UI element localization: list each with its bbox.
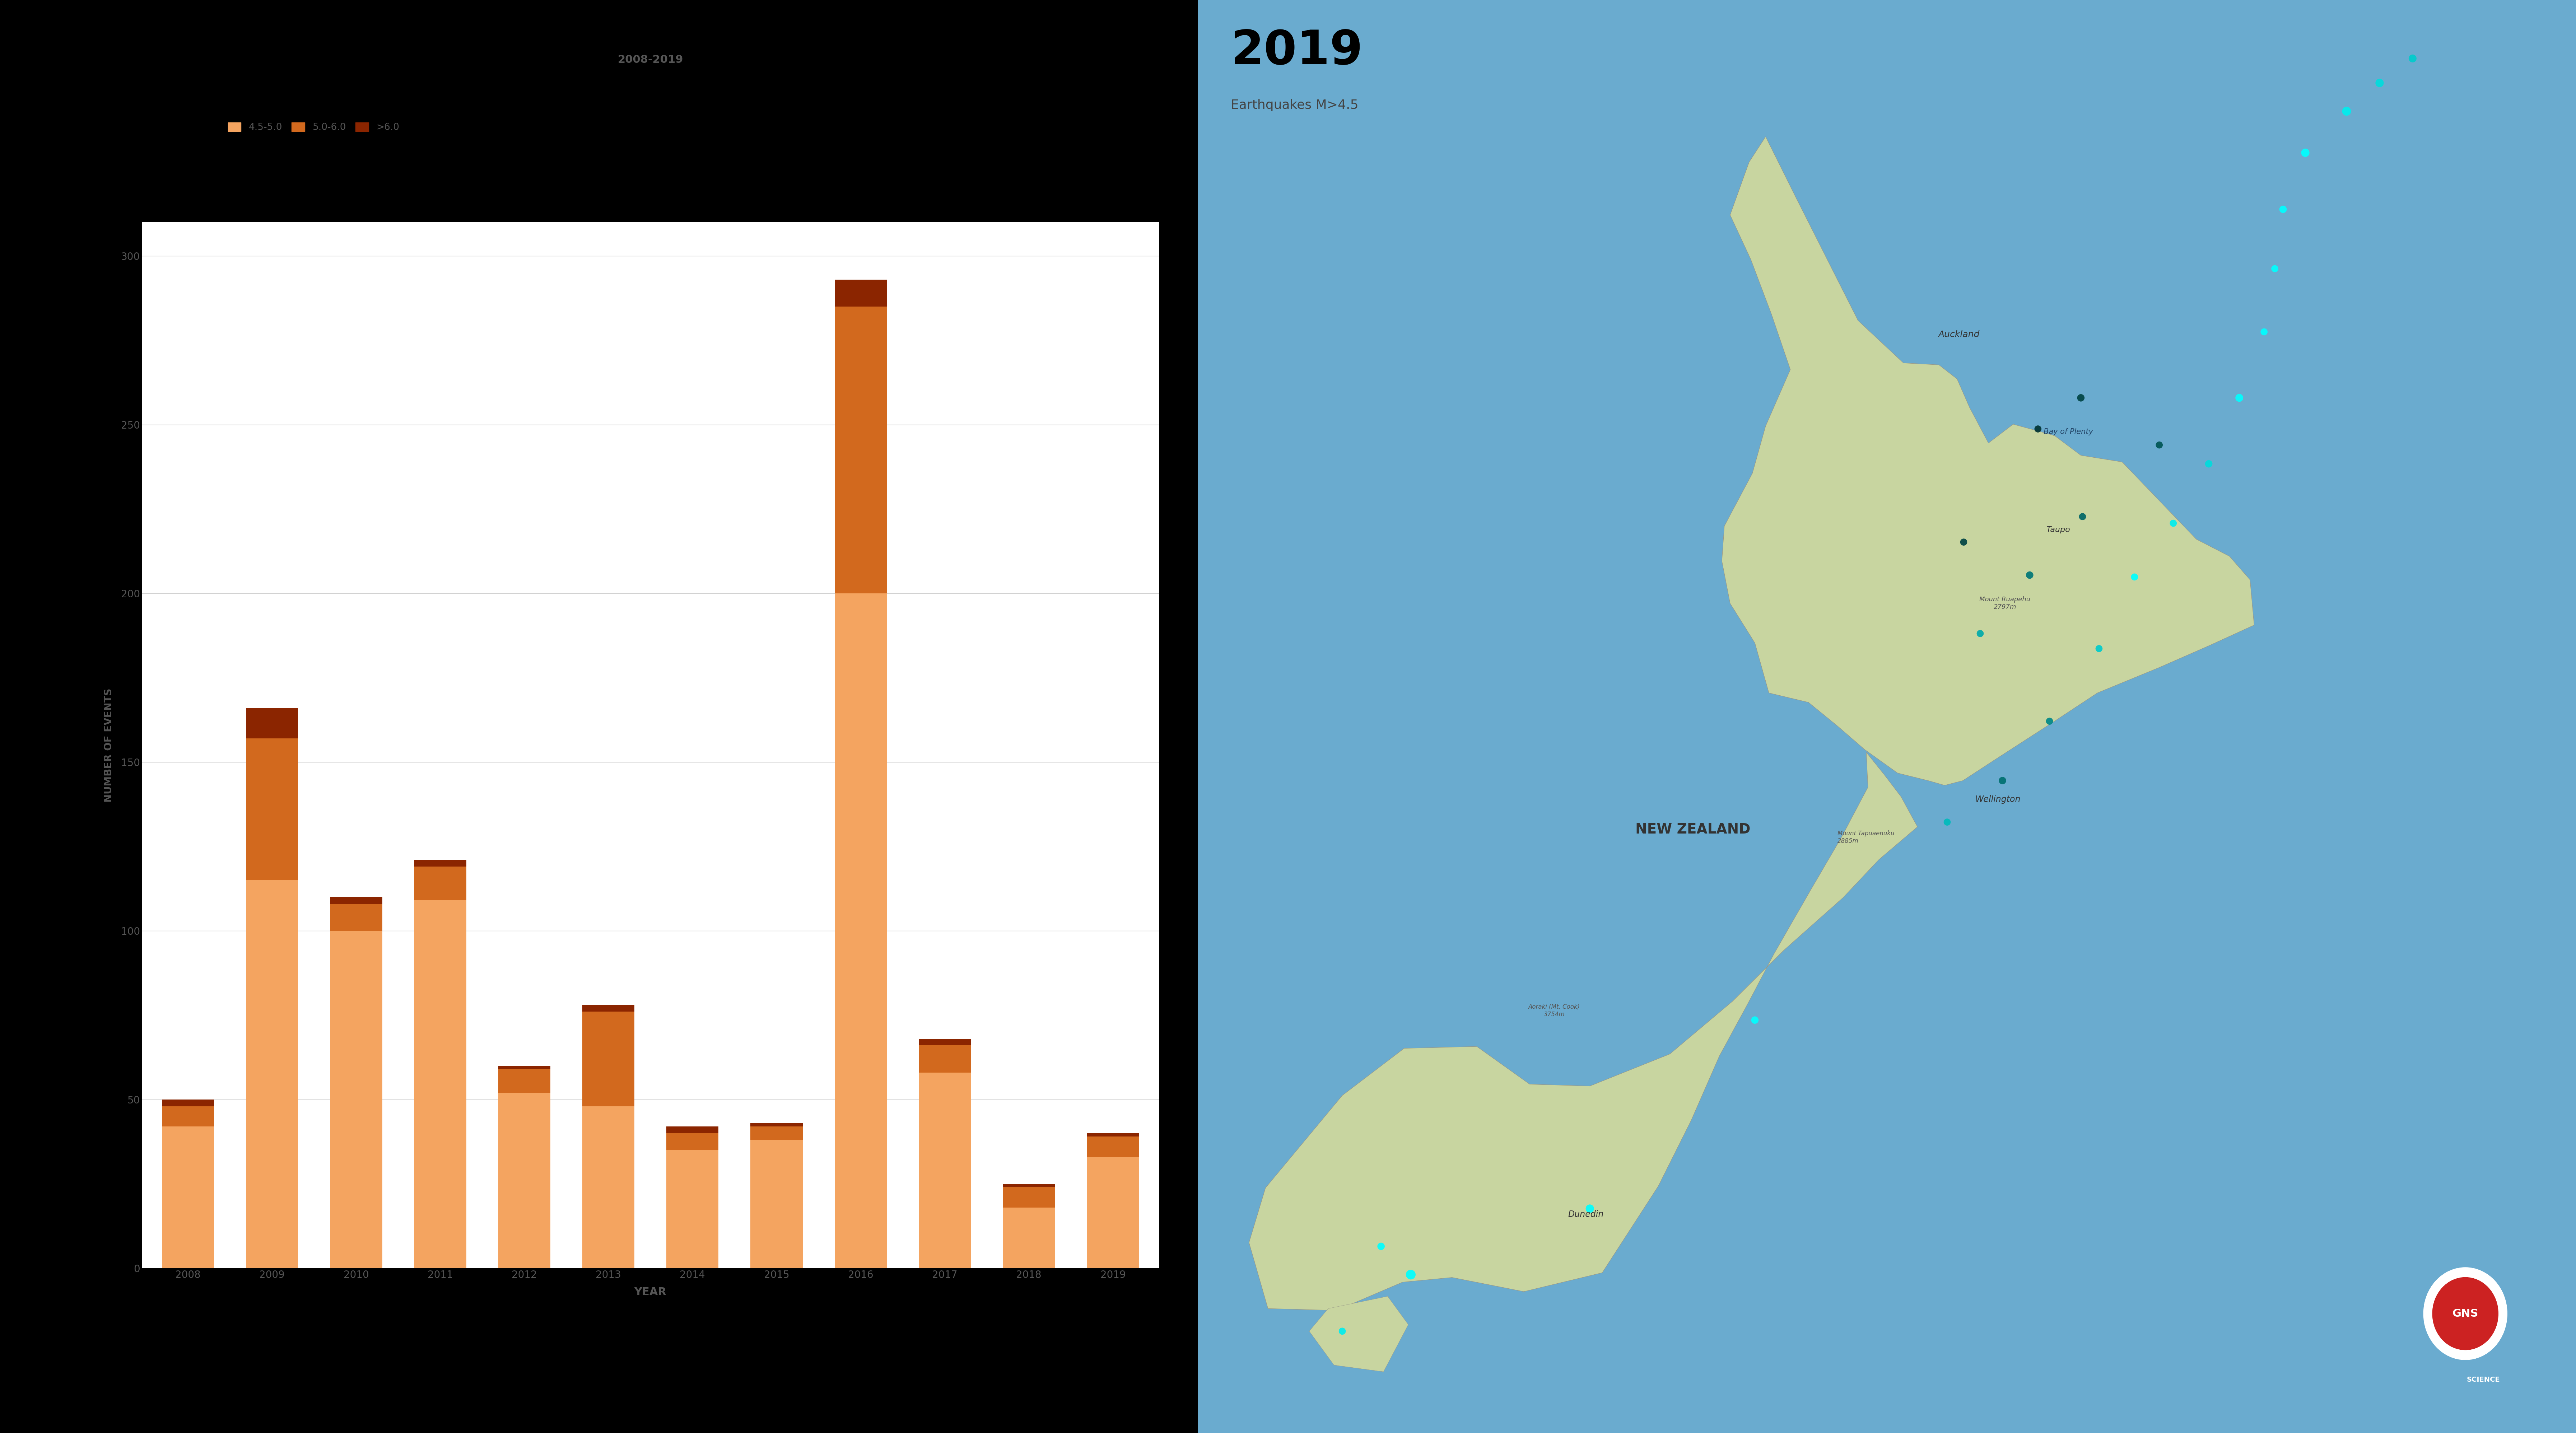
Text: Auckland: Auckland xyxy=(1937,331,1978,340)
Circle shape xyxy=(2424,1268,2506,1360)
Bar xyxy=(835,307,886,593)
Point xyxy=(2138,434,2179,457)
Bar xyxy=(667,1126,719,1134)
Circle shape xyxy=(2432,1277,2499,1350)
Bar xyxy=(582,1106,634,1268)
Point xyxy=(1981,770,2022,792)
Text: Mount Tapuaenuku
2885m: Mount Tapuaenuku 2885m xyxy=(1837,830,1893,844)
Text: Dunedin: Dunedin xyxy=(1569,1209,1602,1218)
Bar xyxy=(750,1123,804,1126)
Bar xyxy=(245,880,299,1268)
Point xyxy=(2061,387,2102,410)
Bar xyxy=(162,1099,214,1106)
Bar xyxy=(835,593,886,1268)
Point xyxy=(2262,198,2303,221)
Point xyxy=(1927,811,1968,834)
Bar xyxy=(415,860,466,867)
Point xyxy=(2254,257,2295,279)
Bar xyxy=(1002,1184,1056,1187)
Point xyxy=(2326,100,2367,123)
Polygon shape xyxy=(1198,0,2576,1433)
Point xyxy=(1734,1009,1775,1032)
Bar xyxy=(920,1039,971,1046)
Bar xyxy=(1087,1136,1139,1156)
Polygon shape xyxy=(1721,136,2254,785)
Point xyxy=(2115,566,2156,589)
Point xyxy=(2061,506,2102,529)
Bar xyxy=(415,867,466,900)
Bar xyxy=(582,1012,634,1106)
Text: Mount Ruapehu
2797m: Mount Ruapehu 2797m xyxy=(1978,596,2030,610)
Text: SCIENCE: SCIENCE xyxy=(2468,1376,2499,1383)
Bar xyxy=(1002,1208,1056,1268)
Point xyxy=(1569,1197,1610,1219)
Point xyxy=(1391,1262,1432,1285)
Point xyxy=(2154,512,2195,535)
Point xyxy=(1321,1320,1363,1343)
Polygon shape xyxy=(1309,1297,1409,1371)
Point xyxy=(2360,72,2401,95)
Text: Bay of Plenty: Bay of Plenty xyxy=(2043,428,2094,436)
Bar xyxy=(582,1005,634,1012)
Bar xyxy=(920,1046,971,1072)
Point xyxy=(1960,622,2002,645)
Point xyxy=(1942,530,1984,553)
Bar xyxy=(415,900,466,1268)
Bar xyxy=(750,1141,804,1268)
Bar xyxy=(1087,1156,1139,1268)
Bar xyxy=(750,1126,804,1141)
Bar xyxy=(330,897,381,904)
Bar xyxy=(245,738,299,880)
Text: NEW ZEALAND: NEW ZEALAND xyxy=(1636,823,1752,837)
Point xyxy=(2187,453,2228,476)
Polygon shape xyxy=(1249,752,1917,1310)
Text: GNS: GNS xyxy=(2452,1308,2478,1318)
X-axis label: YEAR: YEAR xyxy=(634,1287,667,1297)
Bar xyxy=(162,1106,214,1126)
Point xyxy=(2079,638,2120,661)
Point xyxy=(2218,387,2259,410)
Point xyxy=(2017,417,2058,440)
Bar xyxy=(330,904,381,931)
Point xyxy=(2009,563,2050,586)
Bar xyxy=(1002,1187,1056,1208)
Bar xyxy=(667,1151,719,1268)
Bar xyxy=(1087,1134,1139,1136)
Bar xyxy=(920,1072,971,1268)
Bar xyxy=(497,1069,551,1093)
Bar xyxy=(245,708,299,738)
Point xyxy=(2393,47,2434,70)
Text: Earthquakes M>4.5: Earthquakes M>4.5 xyxy=(1231,99,1358,112)
Y-axis label: NUMBER OF EVENTS: NUMBER OF EVENTS xyxy=(103,688,113,802)
Bar xyxy=(667,1134,719,1151)
Point xyxy=(2285,142,2326,165)
Bar xyxy=(330,931,381,1268)
Text: 2019: 2019 xyxy=(1231,29,1363,75)
Point xyxy=(2244,321,2285,344)
Text: Taupo: Taupo xyxy=(2045,526,2071,533)
Text: Wellington: Wellington xyxy=(1976,795,2020,804)
Bar xyxy=(835,279,886,307)
Point xyxy=(2030,709,2071,732)
Point xyxy=(1360,1235,1401,1258)
Bar xyxy=(497,1093,551,1268)
Text: 2008-2019: 2008-2019 xyxy=(618,54,683,64)
Bar xyxy=(162,1126,214,1268)
Bar xyxy=(497,1066,551,1069)
Legend: 4.5-5.0, 5.0-6.0, >6.0: 4.5-5.0, 5.0-6.0, >6.0 xyxy=(227,122,399,132)
Text: Aoraki (Mt. Cook)
3754m: Aoraki (Mt. Cook) 3754m xyxy=(1528,1003,1579,1017)
